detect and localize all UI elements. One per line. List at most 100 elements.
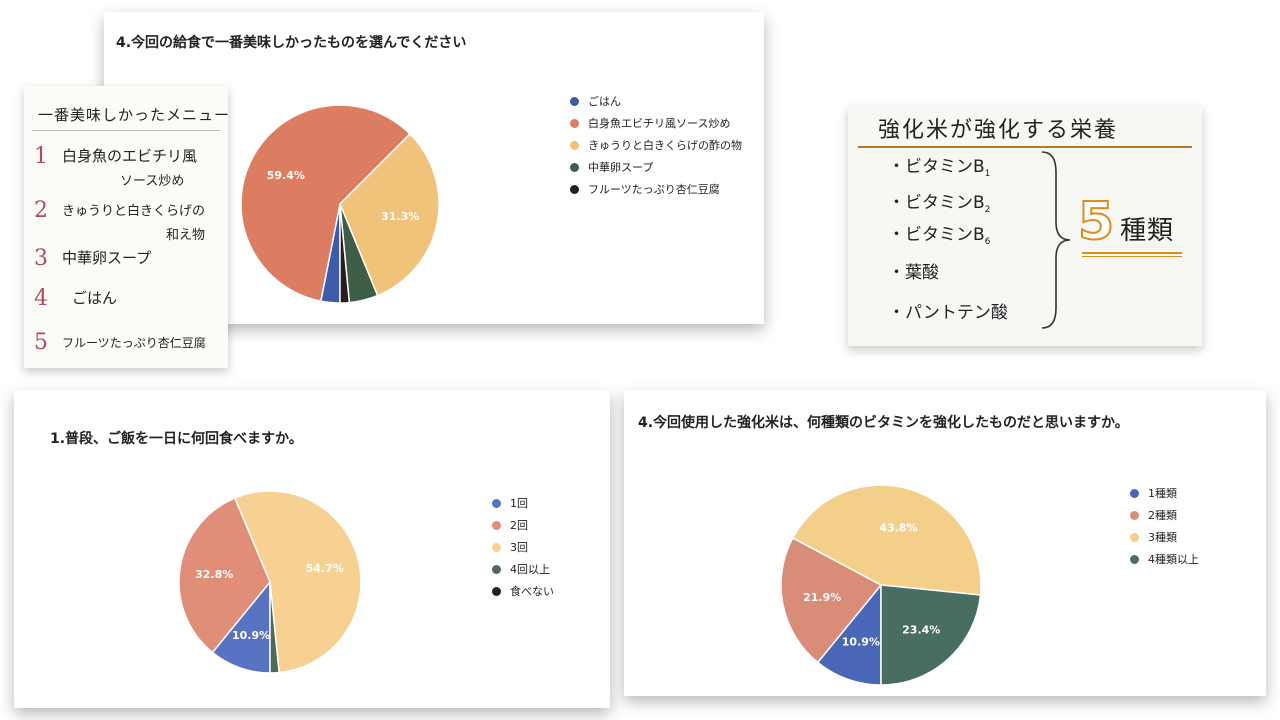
menu-item-number: 1: [34, 144, 48, 169]
legend-swatch: [492, 498, 501, 508]
pie-slice: [269, 581, 280, 674]
menu-item-sublabel: ソース炒め: [120, 174, 185, 189]
legend-item: 中華卵スープ: [570, 156, 742, 178]
divider: [1082, 256, 1182, 257]
legend-item: 1回: [492, 492, 554, 514]
menu-item-label: きゅうりと白きくらげの: [62, 204, 206, 219]
chart-title: 4.今回使用した強化米は、何種類のビタミンを強化したものだと思いますか。: [638, 415, 1129, 431]
legend-label: 3種類: [1148, 531, 1177, 544]
divider: [1082, 252, 1182, 254]
legend-item: 2回: [492, 514, 554, 536]
menu-item: 1 白身魚のエビチリ風: [34, 144, 224, 169]
nutrient-item: ・ビタミンB2: [888, 193, 991, 215]
nutrient-item: ・ビタミンB6: [888, 225, 991, 247]
nutrient-board: 強化米が強化する栄養 ・ビタミンB1 ・ビタミンB2 ・ビタミンB6 ・葉酸 ・…: [848, 106, 1202, 346]
nutrient-item: ・パントテン酸: [888, 303, 1008, 323]
pie-slice: [240, 104, 412, 303]
legend-swatch: [1130, 488, 1139, 498]
pie-slice: [339, 132, 440, 297]
legend-item: ごはん: [570, 90, 742, 112]
subscript: 2: [984, 205, 991, 215]
legend-item: 2種類: [1130, 504, 1199, 526]
legend-swatch: [1130, 510, 1139, 520]
legend-label: 2回: [510, 519, 528, 532]
legend-swatch: [570, 184, 579, 194]
pie-data-label: 10.9%: [232, 629, 270, 642]
subscript: 1: [984, 169, 991, 179]
divider: [858, 146, 1192, 148]
legend-item: 4種類以上: [1130, 548, 1199, 570]
legend-label: 2種類: [1148, 509, 1177, 522]
legend-label: 4種類以上: [1148, 553, 1199, 566]
count-label: 種類: [1120, 216, 1175, 246]
nutrient-item: ・ビタミンB1: [888, 157, 991, 179]
legend-label: ごはん: [588, 95, 621, 108]
legend-swatch: [492, 564, 501, 574]
legend-label: きゅうりと白きくらげの酢の物: [588, 139, 742, 152]
chart-legend: ごはん白身魚エビチリ風ソース炒め きゅうりと白きくらげの酢の物中華卵スープフルーツ…: [570, 90, 742, 200]
pie-data-label: 43.8%: [879, 522, 917, 535]
pie-data-label: 31.3%: [381, 210, 419, 223]
pie-chart: 59.4% 31.3%: [240, 104, 440, 304]
legend-item: 1種類: [1130, 482, 1199, 504]
pie-data-label: 23.4%: [902, 624, 940, 637]
legend-swatch: [570, 118, 579, 128]
menu-item-number: 5: [34, 330, 48, 355]
legend-swatch: [1130, 532, 1139, 542]
menu-item-label: 中華卵スープ: [62, 249, 152, 267]
chart-card-rice-frequency: 1.普段、ご飯を一日に何回食べますか。 10.9% 32.8% 54.7% 1回 2回…: [14, 390, 610, 708]
menu-item-label: 白身魚のエビチリ風: [62, 147, 198, 165]
menu-item-sublabel: 和え物: [166, 228, 206, 243]
chart-card-vitamin-types: 4.今回使用した強化米は、何種類のビタミンを強化したものだと思いますか。 10.…: [624, 390, 1266, 696]
legend-label: フルーツたっぷり杏仁豆腐: [588, 183, 720, 196]
legend-label: 3回: [510, 541, 528, 554]
chart-legend: 1回 2回 3回 4回以上食べない: [492, 492, 554, 602]
menu-item-label: フルーツたっぷり杏仁豆腐: [62, 336, 206, 350]
legend-swatch: [570, 162, 579, 172]
legend-swatch: [492, 586, 501, 596]
menu-board: 一番美味しかったメニュー 1 白身魚のエビチリ風 ソース炒め 2 きゅうりと白きくら…: [24, 86, 231, 368]
pie-data-label: 54.7%: [306, 562, 344, 575]
pie-data-label: 10.9%: [842, 636, 880, 649]
legend-swatch: [492, 542, 501, 552]
menu-item-number: 2: [34, 198, 48, 223]
pie-slice: [339, 203, 351, 304]
menu-item-label: ごはん: [72, 289, 118, 307]
legend-item: 3種類: [1130, 526, 1199, 548]
pie-data-label: 32.8%: [195, 568, 233, 581]
pie-chart: 10.9% 32.8% 54.7%: [178, 490, 362, 674]
legend-label: 食べない: [510, 585, 554, 598]
chart-title: 1.普段、ご飯を一日に何回食べますか。: [50, 431, 303, 447]
legend-item: きゅうりと白きくらげの酢の物: [570, 134, 742, 156]
menu-item-number: 4: [34, 286, 48, 311]
nutrient-board-title: 強化米が強化する栄養: [878, 118, 1119, 143]
pie-slice: [178, 497, 271, 654]
legend-swatch: [570, 96, 579, 106]
pie-data-label: 59.4%: [267, 169, 305, 182]
legend-swatch: [1130, 554, 1139, 564]
legend-swatch: [492, 520, 501, 530]
menu-item-number: 3: [34, 246, 48, 271]
pie-data-label: 21.9%: [803, 591, 841, 604]
legend-label: 白身魚エビチリ風ソース炒め: [588, 117, 731, 130]
pie-slice: [791, 484, 982, 596]
pie-slice: [233, 490, 362, 674]
menu-item: 3 中華卵スープ: [34, 246, 224, 271]
menu-item: 2 きゅうりと白きくらげの: [34, 198, 224, 223]
legend-item: 白身魚エビチリ風ソース炒め: [570, 112, 742, 134]
count-number: 5: [1077, 191, 1115, 253]
subscript: 6: [984, 237, 991, 247]
nutrient-item: ・葉酸: [888, 263, 939, 283]
pie-slice: [816, 582, 882, 686]
legend-swatch: [570, 140, 579, 150]
legend-item: 食べない: [492, 580, 554, 602]
chart-legend: 1種類 2種類 3種類 4種類以上: [1130, 482, 1199, 570]
pie-chart: 10.9% 21.9% 43.8% 23.4%: [780, 484, 982, 686]
menu-item: 4 ごはん: [34, 286, 224, 311]
brace-icon: [1041, 151, 1071, 329]
legend-label: 4回以上: [510, 563, 550, 576]
legend-item: フルーツたっぷり杏仁豆腐: [570, 178, 742, 200]
menu-board-title: 一番美味しかったメニュー: [38, 106, 231, 124]
legend-item: 4回以上: [492, 558, 554, 580]
chart-title: 4.今回の給食で一番美味しかったものを選んでください: [116, 35, 467, 51]
